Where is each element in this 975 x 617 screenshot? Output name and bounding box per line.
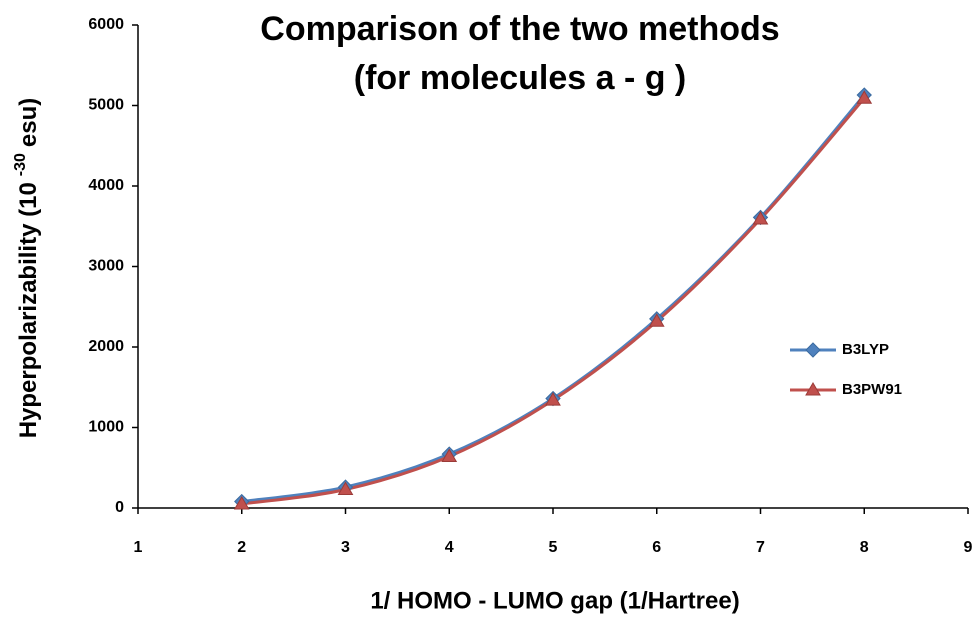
legend-label: B3LYP — [842, 341, 889, 358]
marker — [441, 448, 458, 462]
x-tick-label: 7 — [756, 539, 765, 556]
marker — [805, 382, 821, 396]
y-tick-label: 4000 — [88, 177, 124, 194]
marker — [233, 495, 250, 510]
x-tick-label: 2 — [237, 539, 246, 556]
y-axis-title: Hyperpolarizability (10 -30 esu) — [12, 98, 42, 439]
x-tick-label: 1 — [134, 539, 143, 556]
legend-label: B3PW91 — [842, 381, 902, 398]
series-line — [241, 94, 866, 504]
marker — [648, 313, 665, 327]
x-tick-label: 6 — [652, 539, 661, 556]
y-axis-title-sup: -30 — [12, 153, 29, 176]
chart-title: Comparison of the two methods — [260, 10, 779, 48]
x-tick-label: 3 — [341, 539, 350, 556]
marker — [337, 481, 354, 495]
y-tick-label: 2000 — [88, 338, 124, 355]
series-line — [241, 97, 866, 506]
y-tick-label: 3000 — [88, 258, 124, 275]
marker — [856, 90, 873, 104]
x-tick-label: 9 — [964, 539, 973, 556]
marker — [545, 392, 561, 406]
chart-title: (for molecules a - g ) — [354, 59, 687, 97]
y-axis-title-suffix: esu) — [15, 98, 42, 147]
x-tick-label: 4 — [445, 539, 454, 556]
x-tick-label: 8 — [860, 539, 869, 556]
y-tick-label: 6000 — [88, 16, 124, 33]
marker — [805, 342, 821, 358]
y-tick-label: 5000 — [88, 97, 124, 114]
y-axis-title-text: Hyperpolarizability (10 — [15, 182, 42, 438]
x-tick-label: 5 — [549, 539, 558, 556]
y-tick-label: 0 — [115, 499, 124, 516]
x-axis-title: 1/ HOMO - LUMO gap (1/Hartree) — [370, 587, 739, 614]
y-tick-label: 1000 — [88, 419, 124, 436]
marker — [752, 211, 769, 225]
